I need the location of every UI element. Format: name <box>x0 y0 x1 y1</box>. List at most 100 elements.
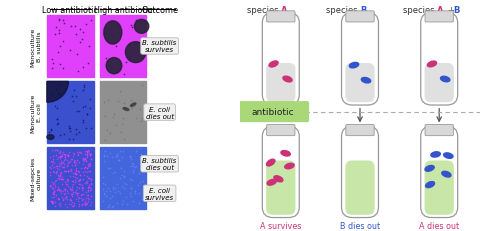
Point <box>101 134 109 138</box>
Point <box>120 146 128 150</box>
Point <box>104 200 111 203</box>
Point <box>118 35 125 38</box>
Point <box>68 190 76 193</box>
Point <box>63 36 71 40</box>
Point <box>87 138 95 142</box>
Point <box>96 46 104 50</box>
Point <box>96 84 104 87</box>
Point <box>56 113 63 116</box>
Point <box>104 202 111 205</box>
Point <box>106 107 114 111</box>
Point <box>111 139 119 143</box>
Point <box>48 93 56 97</box>
Point <box>134 71 142 75</box>
Point <box>50 110 58 114</box>
Point <box>101 68 108 72</box>
Point <box>132 123 140 127</box>
Point <box>59 168 67 172</box>
Point <box>59 179 67 183</box>
Point <box>53 206 60 210</box>
Point <box>54 197 62 200</box>
Point <box>117 59 125 63</box>
Point <box>53 134 60 137</box>
FancyBboxPatch shape <box>425 12 453 23</box>
Point <box>59 43 67 47</box>
Point <box>87 34 95 38</box>
Point <box>85 198 93 202</box>
Point <box>44 186 51 190</box>
Point <box>99 69 107 72</box>
Point <box>139 98 146 102</box>
Point <box>135 128 143 132</box>
Point <box>119 176 126 180</box>
Point <box>68 64 76 68</box>
Point <box>79 20 87 24</box>
Point <box>43 47 51 51</box>
Point <box>130 15 138 18</box>
Point <box>75 61 83 65</box>
Point <box>126 29 133 33</box>
Point <box>97 111 105 114</box>
Point <box>113 195 121 198</box>
Point <box>111 40 119 44</box>
Point <box>70 151 78 155</box>
Point <box>77 17 84 21</box>
Point <box>59 27 67 30</box>
Point <box>134 37 142 41</box>
Point <box>131 199 139 202</box>
Point <box>46 201 54 204</box>
Point <box>106 158 113 161</box>
Point <box>118 198 126 202</box>
Point <box>72 188 80 191</box>
Point <box>90 55 97 58</box>
Point <box>82 117 89 121</box>
Point <box>138 37 146 41</box>
Point <box>55 164 62 168</box>
Point <box>130 36 138 39</box>
Point <box>53 134 60 138</box>
Point <box>126 162 133 166</box>
Point <box>76 88 84 92</box>
Point <box>55 131 63 134</box>
Point <box>71 59 78 62</box>
Point <box>80 122 87 125</box>
Point <box>109 28 117 31</box>
Point <box>46 87 53 91</box>
Point <box>120 131 128 135</box>
Point <box>88 111 96 115</box>
Point <box>71 91 78 95</box>
Point <box>50 189 58 193</box>
Point <box>125 104 132 108</box>
Point <box>61 191 69 195</box>
Point <box>43 185 51 188</box>
Point <box>67 32 75 36</box>
Point <box>111 190 119 194</box>
Point <box>137 124 144 128</box>
Point <box>85 179 93 183</box>
Point <box>61 196 69 200</box>
Point <box>115 31 122 35</box>
Point <box>141 93 149 97</box>
Point <box>74 28 82 32</box>
Point <box>80 46 88 49</box>
Point <box>48 151 56 155</box>
Point <box>100 58 108 62</box>
Point <box>80 93 88 97</box>
Point <box>73 124 81 128</box>
Point <box>60 21 68 24</box>
Point <box>66 46 73 50</box>
Point <box>108 203 116 207</box>
Point <box>69 168 77 172</box>
Point <box>87 146 95 150</box>
Point <box>105 183 113 186</box>
Point <box>82 201 89 205</box>
Point <box>98 59 106 62</box>
Point <box>106 100 114 104</box>
Point <box>75 187 83 190</box>
Point <box>106 27 114 30</box>
Point <box>53 149 61 152</box>
Point <box>104 205 112 208</box>
Point <box>129 161 137 165</box>
Point <box>81 29 88 32</box>
FancyBboxPatch shape <box>346 64 374 103</box>
